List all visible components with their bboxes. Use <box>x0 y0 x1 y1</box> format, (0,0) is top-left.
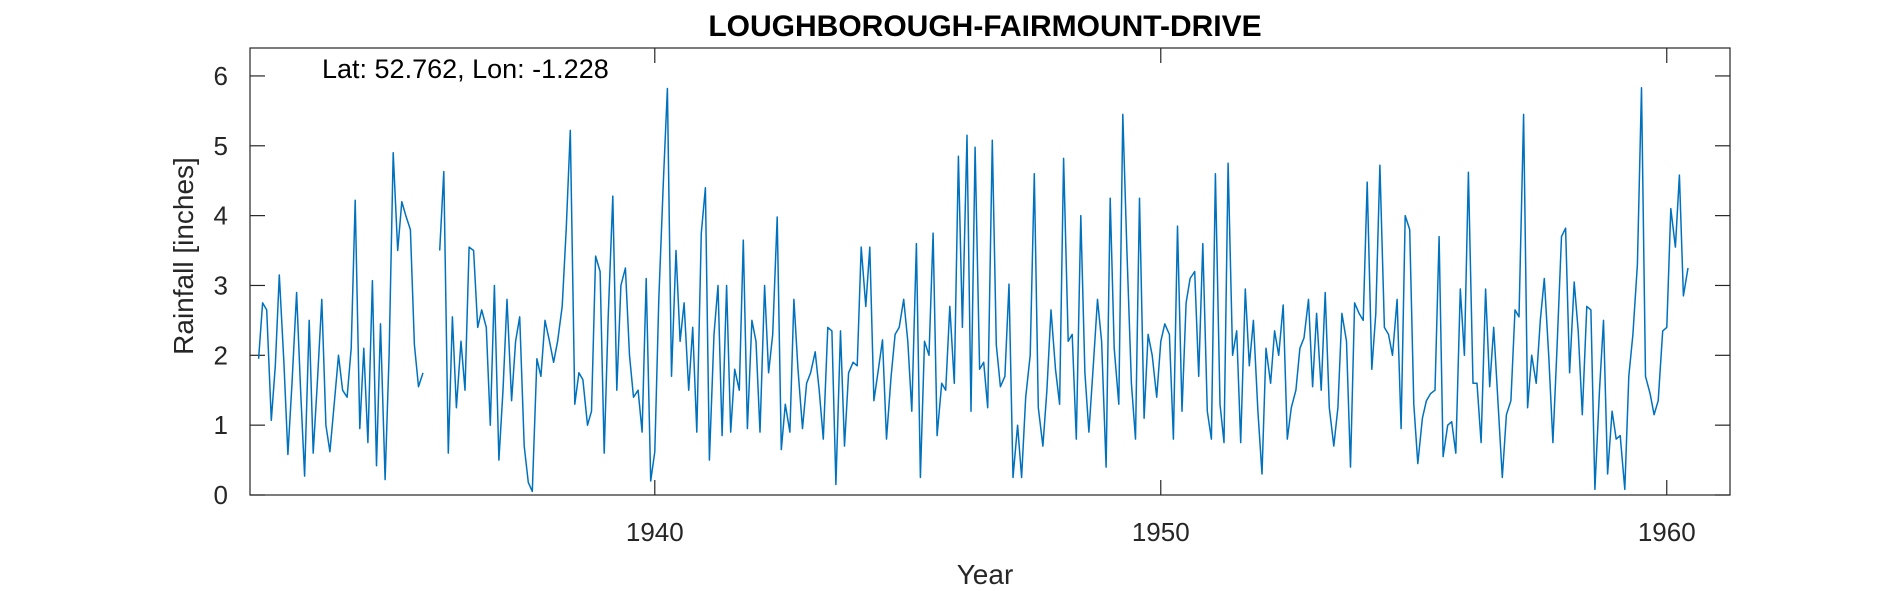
x-axis: 1940 1950 1960 <box>626 48 1696 547</box>
y-tick-label: 5 <box>214 131 228 161</box>
plot-frame <box>249 47 1731 496</box>
rainfall-line <box>438 87 1689 493</box>
location-annotation: Lat: 52.762, Lon: -1.228 <box>322 54 609 84</box>
y-axis: 0 1 2 3 4 5 6 <box>214 61 1730 510</box>
rainfall-line <box>257 152 424 481</box>
x-tick-label: 1940 <box>626 517 684 547</box>
data-series <box>257 87 1689 493</box>
chart-title: LOUGHBOROUGH-FAIRMOUNT-DRIVE <box>708 10 1261 43</box>
y-tick-label: 4 <box>214 201 228 231</box>
y-tick-label: 1 <box>214 410 228 440</box>
x-tick-label: 1960 <box>1638 517 1696 547</box>
y-tick-label: 3 <box>214 270 228 300</box>
x-tick-label: 1950 <box>1132 517 1190 547</box>
y-tick-label: 0 <box>214 480 228 510</box>
y-axis-label: Rainfall [inches] <box>168 157 199 355</box>
y-tick-label: 2 <box>214 340 228 370</box>
x-axis-label: Year <box>957 559 1014 590</box>
y-tick-label: 6 <box>214 61 228 91</box>
plot-area <box>249 47 1731 496</box>
